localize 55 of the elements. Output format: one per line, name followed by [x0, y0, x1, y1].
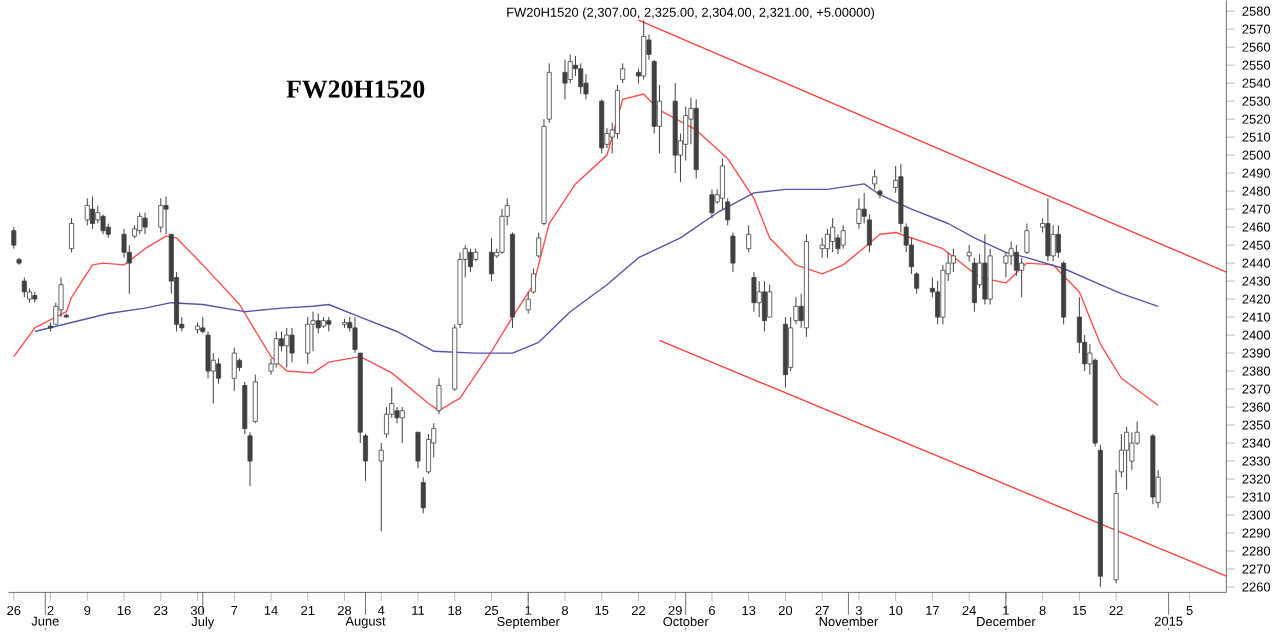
candlestick: [488, 237, 494, 282]
candlestick: [709, 188, 715, 219]
candlestick: [751, 271, 757, 313]
candlestick: [84, 197, 90, 226]
candlestick: [158, 197, 164, 233]
candlestick: [1019, 257, 1025, 298]
candlestick: [746, 224, 752, 253]
candlestick: [142, 212, 148, 235]
candlestick: [830, 217, 836, 253]
candlestick: [840, 224, 846, 250]
candlestick: [69, 217, 75, 253]
candlestick: [399, 406, 405, 444]
candlestick: [163, 195, 169, 235]
candlestick: [950, 248, 956, 273]
candlestick: [1045, 197, 1051, 262]
candlestick: [641, 19, 647, 81]
candlestick: [620, 62, 626, 84]
candlestick: [11, 226, 17, 250]
candlestick: [467, 248, 473, 273]
line-series: [34, 183, 1159, 354]
candlestick: [562, 59, 568, 100]
candlestick: [247, 431, 253, 487]
candlestick: [420, 476, 426, 514]
candlestick: [971, 257, 977, 313]
candlestick: [284, 327, 290, 368]
candlestick: [415, 431, 421, 469]
candlestick: [536, 231, 542, 259]
candlestick: [289, 327, 295, 363]
candlestick: [363, 433, 368, 482]
candlestick: [730, 231, 736, 273]
candlestick: [756, 280, 762, 318]
candlestick: [242, 381, 248, 435]
candlestick: [1124, 426, 1130, 491]
candlestick: [819, 237, 825, 259]
candlestick: [21, 276, 27, 298]
candlestick: [90, 195, 96, 230]
candlestick: [378, 442, 384, 532]
candlestick: [100, 213, 106, 235]
candlestick: [982, 233, 988, 305]
candlestick: [252, 374, 258, 424]
candlestick: [137, 212, 143, 235]
candlestick: [1055, 224, 1061, 259]
candlestick: [761, 280, 767, 332]
candlestick: [273, 330, 279, 368]
candlestick: [872, 169, 878, 190]
candlestick: [436, 377, 442, 415]
candlestick: [856, 197, 862, 230]
candlestick: [1024, 222, 1030, 255]
candlestick: [58, 276, 64, 318]
text: FW20H1520: [286, 80, 425, 98]
candlestick: [305, 316, 311, 365]
candlestick: [231, 347, 237, 392]
candlestick: [767, 284, 773, 318]
candlestick: [578, 62, 584, 95]
candlestick: [599, 98, 605, 154]
